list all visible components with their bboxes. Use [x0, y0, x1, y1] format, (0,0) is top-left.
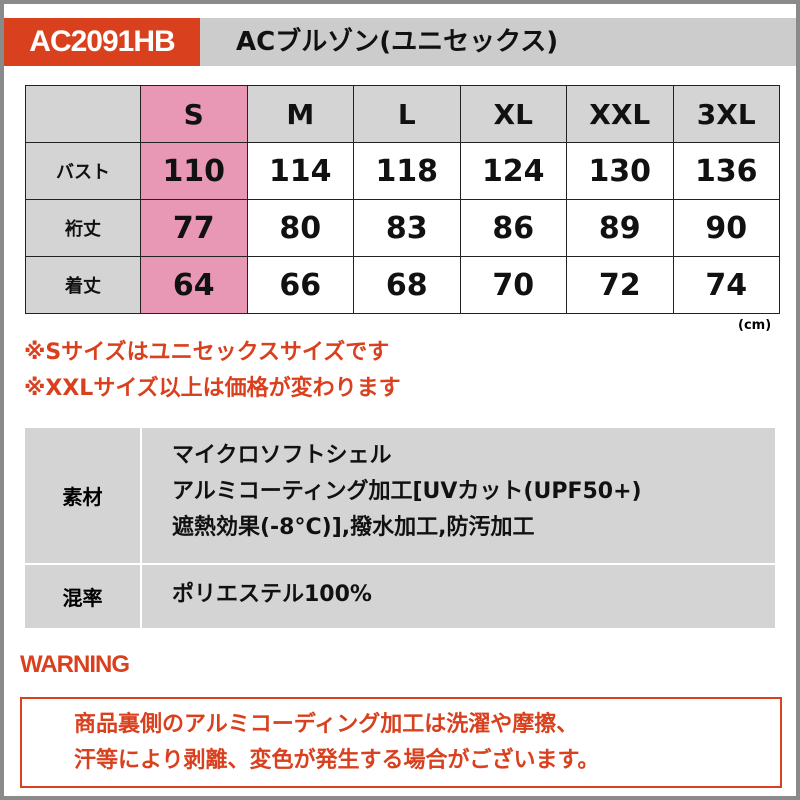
cell: 90 — [672, 199, 780, 257]
cell: 80 — [246, 199, 354, 257]
warning-box: 商品裏側のアルミコーディング加工は洗濯や摩擦、 汗等により剥離、変色が発生する場… — [20, 697, 782, 788]
row-label: 素材 — [25, 428, 142, 563]
material-value: マイクロソフトシェル アルミコーティング加工[UVカット(UPF50+) 遮熱効… — [142, 428, 672, 563]
cell: 74 — [672, 256, 780, 314]
size-header: S — [140, 85, 248, 143]
header-bar: AC2091HB ACブルゾン(ユニセックス) — [4, 18, 796, 66]
size-header-row: S M L XL XXL 3XL — [25, 85, 780, 143]
cell: 68 — [353, 256, 461, 314]
row-label: 混率 — [25, 565, 142, 628]
size-header: 3XL — [672, 85, 780, 143]
product-title: ACブルゾン(ユニセックス) — [236, 27, 559, 57]
note: ※XXLサイズ以上は価格が変わります — [24, 376, 401, 401]
cell: 83 — [353, 199, 461, 257]
cell: 72 — [566, 256, 674, 314]
value-line: ポリエステル100% — [172, 582, 372, 607]
cell: 86 — [459, 199, 567, 257]
blend-value: ポリエステル100% — [142, 565, 402, 628]
value-line: 遮熱効果(-8°C)],撥水加工,防汚加工 — [172, 515, 535, 540]
cell: 89 — [566, 199, 674, 257]
size-table: S M L XL XXL 3XL バスト 110 114 118 124 130… — [25, 85, 780, 314]
warning-line: 汗等により剥離、変色が発生する場合がございます。 — [74, 748, 600, 773]
cell: 118 — [353, 142, 461, 200]
table-row: バスト 110 114 118 124 130 136 — [25, 142, 780, 200]
row-label: 裄丈 — [25, 199, 141, 257]
size-header: L — [353, 85, 461, 143]
cell: 110 — [140, 142, 248, 200]
size-header: XXL — [566, 85, 674, 143]
cell: 66 — [246, 256, 354, 314]
cell: 70 — [459, 256, 567, 314]
cell: 136 — [672, 142, 780, 200]
row-label: 着丈 — [25, 256, 141, 314]
warning-label: WARNING — [20, 651, 130, 678]
table-row: 着丈 64 66 68 70 72 74 — [25, 256, 780, 314]
size-header: M — [246, 85, 354, 143]
material-row: 素材 マイクロソフトシェル アルミコーティング加工[UVカット(UPF50+) … — [25, 428, 775, 565]
value-line: マイクロソフトシェル — [172, 443, 392, 468]
material-row: 混率 ポリエステル100% — [25, 565, 775, 628]
warning-line: 商品裏側のアルミコーディング加工は洗濯や摩擦、 — [74, 712, 579, 737]
material-table: 素材 マイクロソフトシェル アルミコーティング加工[UVカット(UPF50+) … — [25, 428, 775, 628]
cell: 124 — [459, 142, 567, 200]
cell: 64 — [140, 256, 248, 314]
value-line: アルミコーティング加工[UVカット(UPF50+) — [172, 479, 642, 504]
corner-cell — [25, 85, 141, 143]
table-row: 裄丈 77 80 83 86 89 90 — [25, 199, 780, 257]
note: ※Sサイズはユニセックスサイズです — [24, 340, 390, 365]
cell: 130 — [566, 142, 674, 200]
product-code: AC2091HB — [4, 18, 200, 66]
row-label: バスト — [25, 142, 141, 200]
size-header: XL — [459, 85, 567, 143]
unit-label: (cm) — [738, 318, 772, 333]
cell: 114 — [246, 142, 354, 200]
cell: 77 — [140, 199, 248, 257]
